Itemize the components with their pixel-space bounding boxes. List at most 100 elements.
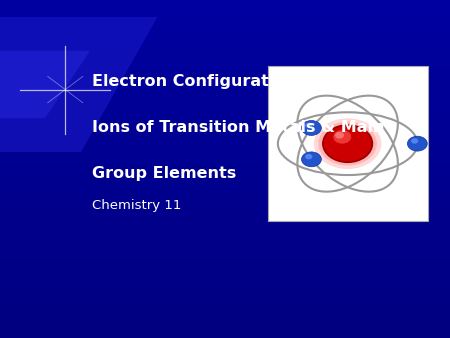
Bar [0,284,450,285]
Bar [0,199,450,200]
Bar [0,227,450,229]
Bar [0,296,450,297]
Bar [0,30,450,31]
Bar [0,322,450,323]
Bar [0,239,450,240]
Bar [0,173,450,175]
Bar [0,216,450,217]
Bar [0,212,450,213]
Bar [0,295,450,296]
Bar [0,57,450,58]
Bar [0,14,450,15]
Bar [0,204,450,205]
Circle shape [411,138,418,144]
Bar [0,42,450,43]
Bar [0,317,450,318]
Bar [0,96,450,97]
Bar [0,54,450,55]
Bar [0,312,450,313]
Bar [0,232,450,233]
Bar [0,105,450,106]
Bar [0,155,450,156]
Bar [0,161,450,162]
Bar [0,288,450,290]
Bar [0,255,450,256]
Bar [0,50,450,51]
Circle shape [305,123,312,128]
FancyBboxPatch shape [268,66,428,221]
Circle shape [302,152,321,167]
Bar [0,205,450,206]
Circle shape [319,122,377,166]
Bar [0,287,450,288]
Bar [0,40,450,41]
Bar [0,196,450,197]
Bar [0,198,450,199]
Circle shape [323,125,373,162]
Text: Ions of Transition Metals & Main: Ions of Transition Metals & Main [92,120,385,135]
Bar [0,214,450,215]
Bar [0,197,450,198]
Bar [0,166,450,167]
Bar [0,31,450,33]
Bar [0,290,450,291]
Bar [0,64,450,65]
Bar [0,330,450,331]
Bar [0,202,450,203]
Bar [0,62,450,63]
Bar [0,267,450,268]
Text: Group Elements: Group Elements [92,166,237,180]
Bar [0,55,450,56]
Bar [0,226,450,227]
Bar [0,139,450,140]
Bar [0,29,450,30]
Bar [0,165,450,166]
Bar [0,237,450,238]
Bar [0,210,450,211]
Bar [0,138,450,139]
Bar [0,142,450,143]
Bar [0,27,450,28]
Bar [0,184,450,185]
Bar [0,108,450,109]
Bar [0,324,450,325]
Bar [0,41,450,42]
Bar [0,286,450,287]
Bar [0,100,450,101]
Bar [0,44,450,45]
Bar [0,89,450,90]
Bar [0,179,450,180]
Bar [0,314,450,315]
Bar [0,119,450,121]
Polygon shape [0,51,90,118]
Bar [0,11,450,13]
Bar [0,213,450,214]
Bar [0,178,450,179]
Bar [0,325,450,327]
Bar [0,217,450,219]
Bar [0,275,450,276]
Bar [0,69,450,70]
Bar [0,335,450,336]
Bar [0,73,450,74]
Bar [0,320,450,321]
Bar [0,46,450,47]
Bar [0,159,450,160]
Bar [0,132,450,133]
Bar [0,37,450,38]
Circle shape [302,121,321,136]
Bar [0,189,450,190]
Bar [0,271,450,273]
Bar [0,118,450,119]
Bar [0,116,450,117]
Bar [0,319,450,320]
Bar [0,68,450,69]
Circle shape [314,118,382,169]
Bar [0,233,450,234]
Bar [0,112,450,113]
Bar [0,301,450,302]
Bar [0,101,450,102]
Bar [0,185,450,186]
Bar [0,3,450,4]
Bar [0,4,450,6]
